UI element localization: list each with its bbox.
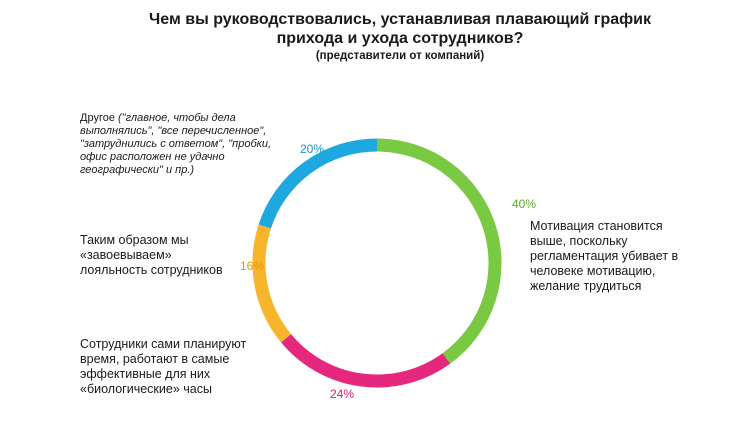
segment-other bbox=[258, 138, 378, 229]
chart-subtitle: (представители от компаний) bbox=[315, 50, 485, 62]
chart-title: Чем вы руководствовались, устанавливая п… bbox=[149, 11, 651, 47]
segment-self-plan bbox=[281, 334, 451, 388]
data-label-motivation: 40% bbox=[512, 197, 537, 211]
callout-loyalty: Таким образом мы «завоевываем» лояльност… bbox=[80, 233, 223, 277]
segment-loyalty bbox=[252, 224, 292, 343]
callout-other-detail: ("главное, чтобы дела выполнялись", "все… bbox=[80, 112, 272, 176]
data-label-loyalty: 16% bbox=[240, 259, 265, 273]
data-label-self-plan: 24% bbox=[330, 387, 355, 401]
callout-other: Другое ("главное, чтобы дела выполнялись… bbox=[80, 112, 276, 177]
callout-motivation: Мотивация становится выше, поскольку рег… bbox=[530, 219, 679, 293]
data-label-other: 20% bbox=[300, 142, 325, 156]
callout-self-plan: Сотрудники сами планируют время, работаю… bbox=[80, 337, 247, 396]
segment-motivation bbox=[376, 138, 502, 364]
callout-other-head: Другое bbox=[80, 112, 119, 124]
